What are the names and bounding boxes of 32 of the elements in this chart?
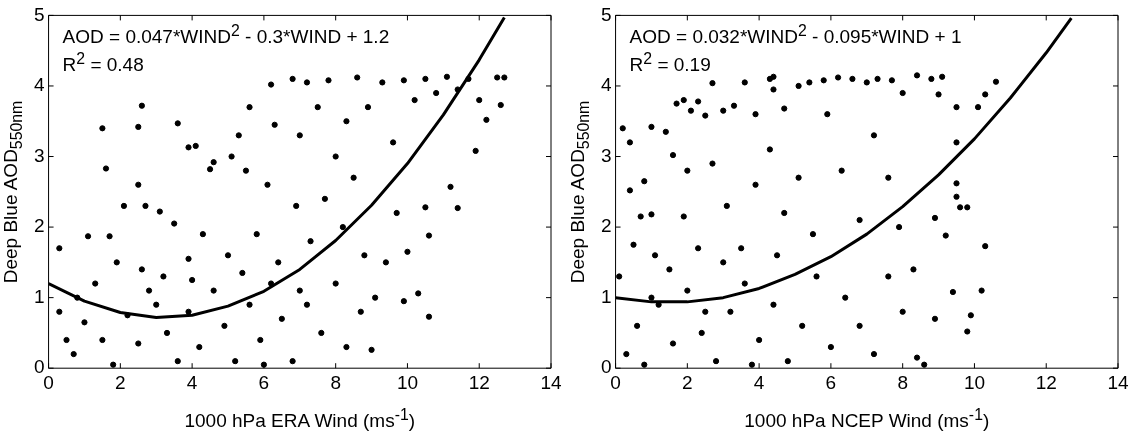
- x-tick-label: 4: [186, 371, 198, 393]
- y-tick-label: 4: [33, 74, 45, 96]
- x-tick-label: 8: [897, 371, 908, 393]
- x-tick-label: 8: [330, 371, 341, 393]
- annotation: R$^{2}$ = 0.48: [62, 49, 144, 78]
- x-tick-label: 4: [753, 371, 765, 393]
- x-tick-label: 12: [468, 371, 490, 393]
- x-tick-label: 6: [258, 371, 270, 393]
- y-tick-label: 0: [33, 356, 45, 378]
- y-tick-label: 5: [33, 3, 45, 25]
- x-tick-label: 14: [1107, 371, 1129, 393]
- x-tick-label: 2: [115, 371, 126, 393]
- y-tick-label: 4: [600, 74, 612, 96]
- x-tick-label: 10: [963, 371, 986, 393]
- x-axis-title: 1000 hPa NCEP Wind (ms$^{-1}$): [743, 405, 991, 433]
- y-tick-label: 0: [600, 356, 612, 378]
- x-tick-label: 14: [540, 371, 562, 393]
- x-tick-label: 12: [1035, 371, 1057, 393]
- y-tick-label: 1: [600, 285, 612, 307]
- annotation: AOD = 0.047*WIND$^{2}$ - 0.3*WIND + 1.2: [62, 21, 390, 50]
- y-tick-label: 3: [33, 144, 45, 166]
- y-tick-label: 3: [600, 144, 612, 166]
- annotation: R$^{2}$ = 0.19: [629, 49, 711, 78]
- y-tick-label: 2: [33, 215, 45, 237]
- x-axis-title: 1000 hPa ERA Wind (ms$^{-1}$): [183, 405, 417, 433]
- y-tick-label: 5: [600, 3, 612, 25]
- annotation: AOD = 0.032*WIND$^{2}$ - 0.095*WIND + 1: [629, 21, 962, 50]
- x-tick-label: 10: [396, 371, 419, 393]
- x-tick-label: 2: [682, 371, 693, 393]
- y-tick-label: 1: [33, 285, 45, 307]
- y-tick-label: 2: [600, 215, 612, 237]
- x-tick-label: 6: [825, 371, 837, 393]
